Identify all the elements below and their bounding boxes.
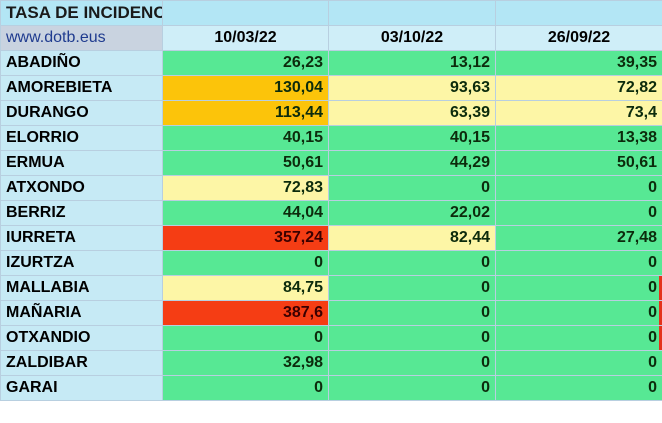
- column-header-date: 26/09/22: [495, 25, 662, 51]
- table-row: ZALDIBAR 32,98 0 0: [0, 350, 662, 376]
- incidence-value-cell: 44,04: [162, 200, 329, 226]
- title-filler-cell: [495, 0, 662, 26]
- incidence-value-cell: 32,98: [162, 350, 329, 376]
- municipality-name: ERMUA: [0, 150, 163, 176]
- incidence-value-cell: 0: [495, 175, 662, 201]
- table-row: ELORRIO 40,15 40,15 13,38: [0, 125, 662, 151]
- incidence-value-cell: 113,44: [162, 100, 329, 126]
- incidence-value-cell: 0: [495, 200, 662, 226]
- incidence-value-cell: 40,15: [328, 125, 496, 151]
- incidence-value-cell: 93,63: [328, 75, 496, 101]
- incidence-value-cell: 0: [328, 350, 496, 376]
- incidence-value-cell: 0: [328, 275, 496, 301]
- column-header-date: 03/10/22: [328, 25, 496, 51]
- table-row: AMOREBIETA 130,04 93,63 72,82: [0, 75, 662, 101]
- municipality-name: OTXANDIO: [0, 325, 163, 351]
- incidence-value-cell: 357,24: [162, 225, 329, 251]
- table-row: ABADIÑO 26,23 13,12 39,35: [0, 50, 662, 76]
- incidence-table: TASA DE INCIDENCIA www.dotb.eus 10/03/22…: [0, 0, 662, 401]
- incidence-value-cell: 22,02: [328, 200, 496, 226]
- incidence-value-cell: 50,61: [495, 150, 662, 176]
- municipality-name: AMOREBIETA: [0, 75, 163, 101]
- header-row: www.dotb.eus 10/03/22 03/10/22 26/09/22: [0, 25, 662, 51]
- municipality-name: IZURTZA: [0, 250, 163, 276]
- incidence-value-cell: 0: [328, 175, 496, 201]
- incidence-value-cell: 0: [495, 275, 662, 301]
- incidence-value-cell: 13,38: [495, 125, 662, 151]
- municipality-name: DURANGO: [0, 100, 163, 126]
- municipality-name: ABADIÑO: [0, 50, 163, 76]
- incidence-value-cell: 0: [495, 350, 662, 376]
- municipality-name: ELORRIO: [0, 125, 163, 151]
- incidence-value-cell: 0: [162, 250, 329, 276]
- incidence-value-cell: 0: [328, 300, 496, 326]
- municipality-name: MAÑARIA: [0, 300, 163, 326]
- incidence-value-cell: 39,35: [495, 50, 662, 76]
- incidence-value-cell: 63,39: [328, 100, 496, 126]
- website-label: www.dotb.eus: [0, 25, 163, 51]
- incidence-value-cell: 0: [162, 375, 329, 401]
- incidence-value-cell: 73,4: [495, 100, 662, 126]
- table-row: OTXANDIO 0 0 0: [0, 325, 662, 351]
- incidence-value-cell: 72,83: [162, 175, 329, 201]
- incidence-value-cell: 44,29: [328, 150, 496, 176]
- incidence-value-cell: 0: [495, 325, 662, 351]
- table-row: BERRIZ 44,04 22,02 0: [0, 200, 662, 226]
- table-row: GARAI 0 0 0: [0, 375, 662, 401]
- table-row: MALLABIA 84,75 0 0: [0, 275, 662, 301]
- incidence-value-cell: 84,75: [162, 275, 329, 301]
- municipality-name: BERRIZ: [0, 200, 163, 226]
- incidence-value-cell: 27,48: [495, 225, 662, 251]
- incidence-value-cell: 0: [495, 375, 662, 401]
- column-header-date: 10/03/22: [162, 25, 329, 51]
- incidence-value-cell: 82,44: [328, 225, 496, 251]
- incidence-value-cell: 13,12: [328, 50, 496, 76]
- table-title: TASA DE INCIDENCIA: [0, 0, 163, 26]
- incidence-value-cell: 72,82: [495, 75, 662, 101]
- incidence-value-cell: 40,15: [162, 125, 329, 151]
- incidence-value-cell: 0: [328, 375, 496, 401]
- incidence-value-cell: 0: [328, 325, 496, 351]
- incidence-value-cell: 0: [495, 250, 662, 276]
- title-filler-cell: [328, 0, 496, 26]
- table-row: ATXONDO 72,83 0 0: [0, 175, 662, 201]
- municipality-name: ZALDIBAR: [0, 350, 163, 376]
- incidence-value-cell: 0: [495, 300, 662, 326]
- title-row: TASA DE INCIDENCIA: [0, 0, 662, 26]
- title-filler-cell: [162, 0, 329, 26]
- incidence-value-cell: 0: [328, 250, 496, 276]
- incidence-value-cell: 0: [162, 325, 329, 351]
- table-row: ERMUA 50,61 44,29 50,61: [0, 150, 662, 176]
- municipality-name: MALLABIA: [0, 275, 163, 301]
- incidence-value-cell: 26,23: [162, 50, 329, 76]
- incidence-value-cell: 50,61: [162, 150, 329, 176]
- table-row: DURANGO 113,44 63,39 73,4: [0, 100, 662, 126]
- table-row: IURRETA 357,24 82,44 27,48: [0, 225, 662, 251]
- municipality-name: IURRETA: [0, 225, 163, 251]
- incidence-value-cell: 387,6: [162, 300, 329, 326]
- table-row: MAÑARIA 387,6 0 0: [0, 300, 662, 326]
- incidence-value-cell: 130,04: [162, 75, 329, 101]
- municipality-name: GARAI: [0, 375, 163, 401]
- table-row: IZURTZA 0 0 0: [0, 250, 662, 276]
- municipality-name: ATXONDO: [0, 175, 163, 201]
